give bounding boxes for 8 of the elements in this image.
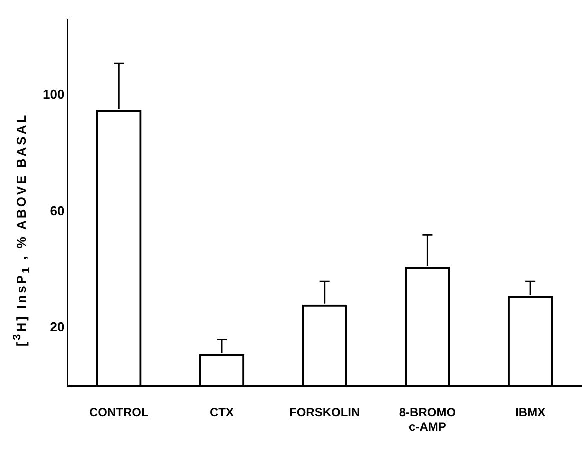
y-tick-label: 60 xyxy=(50,203,65,218)
y-tick-label: 100 xyxy=(42,87,65,102)
x-tick-label: CTX xyxy=(210,406,234,420)
x-tick-label: IBMX xyxy=(516,406,546,420)
x-tick-label: CONTROL xyxy=(89,406,149,420)
y-tick-label: 20 xyxy=(50,320,65,335)
x-tick-label: 8-BROMO c-AMP xyxy=(399,406,456,434)
x-tick-label: FORSKOLIN xyxy=(290,406,360,420)
